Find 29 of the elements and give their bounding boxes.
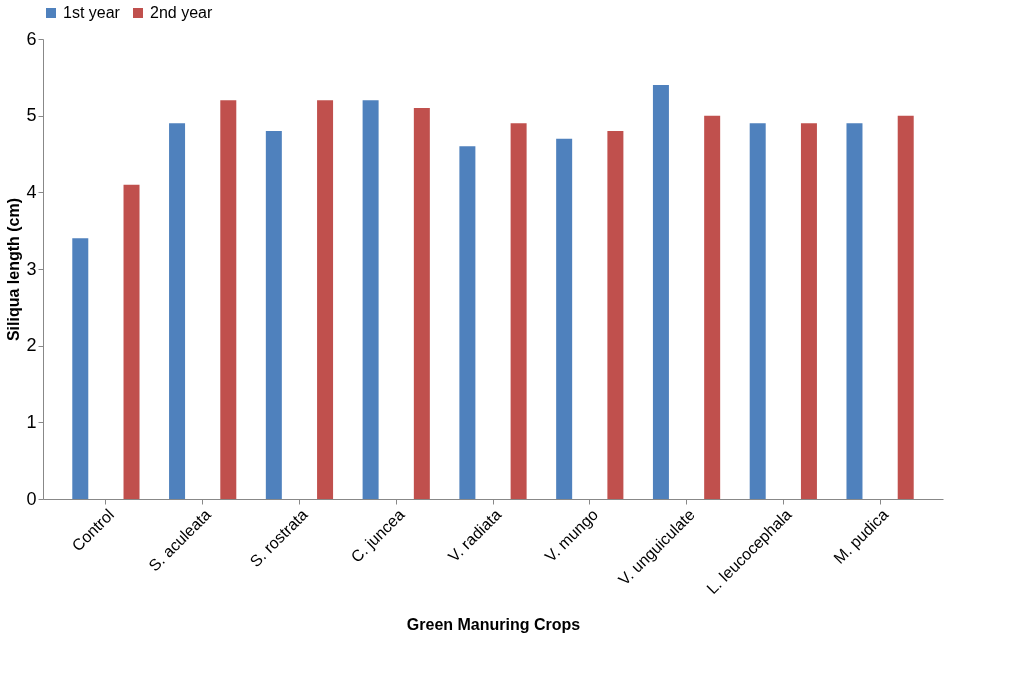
bar (413, 108, 430, 499)
y-tick-label: 6 (26, 28, 37, 49)
bar (123, 184, 140, 499)
y-tick-label: 2 (26, 335, 37, 356)
x-axis-title: Green Manuring Crops (406, 616, 581, 634)
bar (362, 100, 379, 499)
bar (800, 123, 817, 499)
y-tick-label: 1 (26, 411, 37, 432)
bar (510, 123, 527, 499)
y-tick-label: 0 (26, 488, 37, 509)
bar (704, 115, 721, 499)
bar (459, 146, 476, 499)
bar (556, 138, 573, 499)
legend-label: 1st year (63, 4, 121, 21)
y-axis-title: Siliqua length (cm) (5, 197, 23, 342)
legend-label: 2nd year (150, 4, 213, 21)
y-tick-label: 3 (26, 258, 37, 279)
bar (72, 238, 89, 499)
bar (897, 115, 914, 499)
bar (317, 100, 334, 499)
bar (607, 131, 624, 499)
bar (846, 123, 863, 499)
bar (169, 123, 186, 499)
bar (265, 131, 282, 499)
bar (220, 100, 237, 499)
bar (749, 123, 766, 499)
bar (652, 85, 669, 499)
y-tick-label: 5 (26, 105, 37, 126)
y-tick-label: 4 (26, 181, 37, 202)
